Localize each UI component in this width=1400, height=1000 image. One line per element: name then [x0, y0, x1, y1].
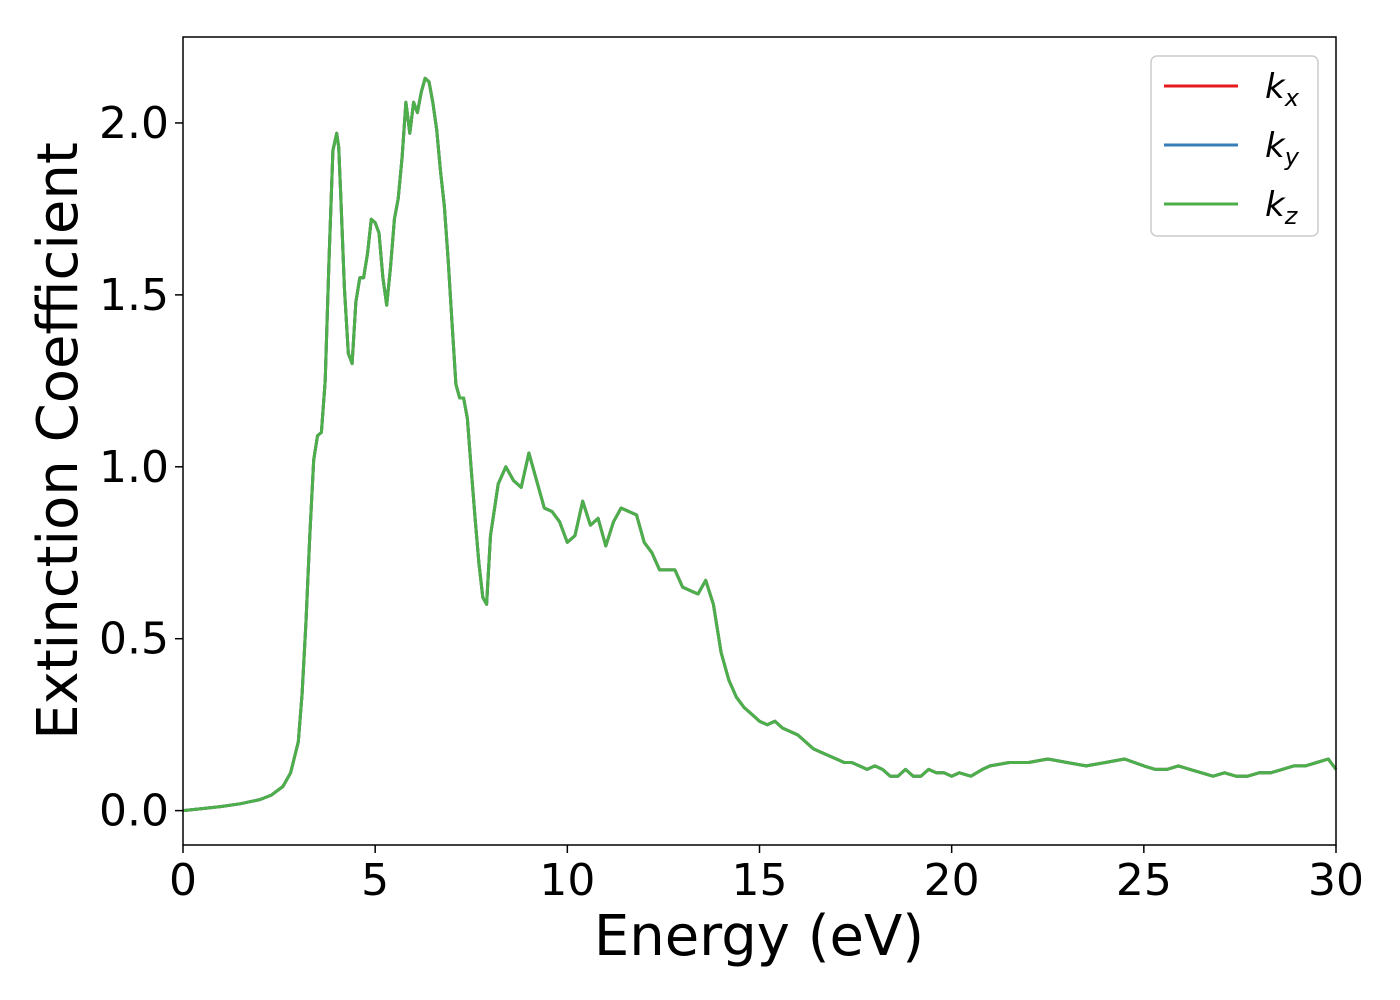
x-tick-label: 30 — [1308, 855, 1364, 906]
x-tick-label: 20 — [924, 855, 980, 906]
y-axis-label: Extinction Coefficient — [26, 142, 91, 740]
y-axis-ticks: 0.0 0.5 1.0 1.5 2.0 — [99, 98, 183, 837]
series-layer — [182, 76, 1338, 813]
series-line-kz — [182, 76, 1338, 813]
x-tick-label: 10 — [539, 855, 595, 906]
x-tick-label: 15 — [732, 855, 788, 906]
y-tick-label: 2.0 — [99, 98, 169, 149]
x-tick-label: 5 — [361, 855, 389, 906]
y-tick-label: 0.0 — [99, 786, 169, 837]
x-axis-label: Energy (eV) — [594, 904, 924, 969]
x-tick-label: 0 — [169, 855, 197, 906]
legend-label-kx: kx — [1265, 67, 1300, 112]
y-tick-label: 1.0 — [99, 442, 169, 493]
legend-label-ky: ky — [1265, 126, 1300, 171]
y-tick-label: 1.5 — [99, 270, 169, 321]
x-axis-ticks: 0 5 10 15 20 25 30 — [169, 845, 1364, 906]
y-tick-label: 0.5 — [99, 614, 169, 665]
x-tick-label: 25 — [1116, 855, 1172, 906]
